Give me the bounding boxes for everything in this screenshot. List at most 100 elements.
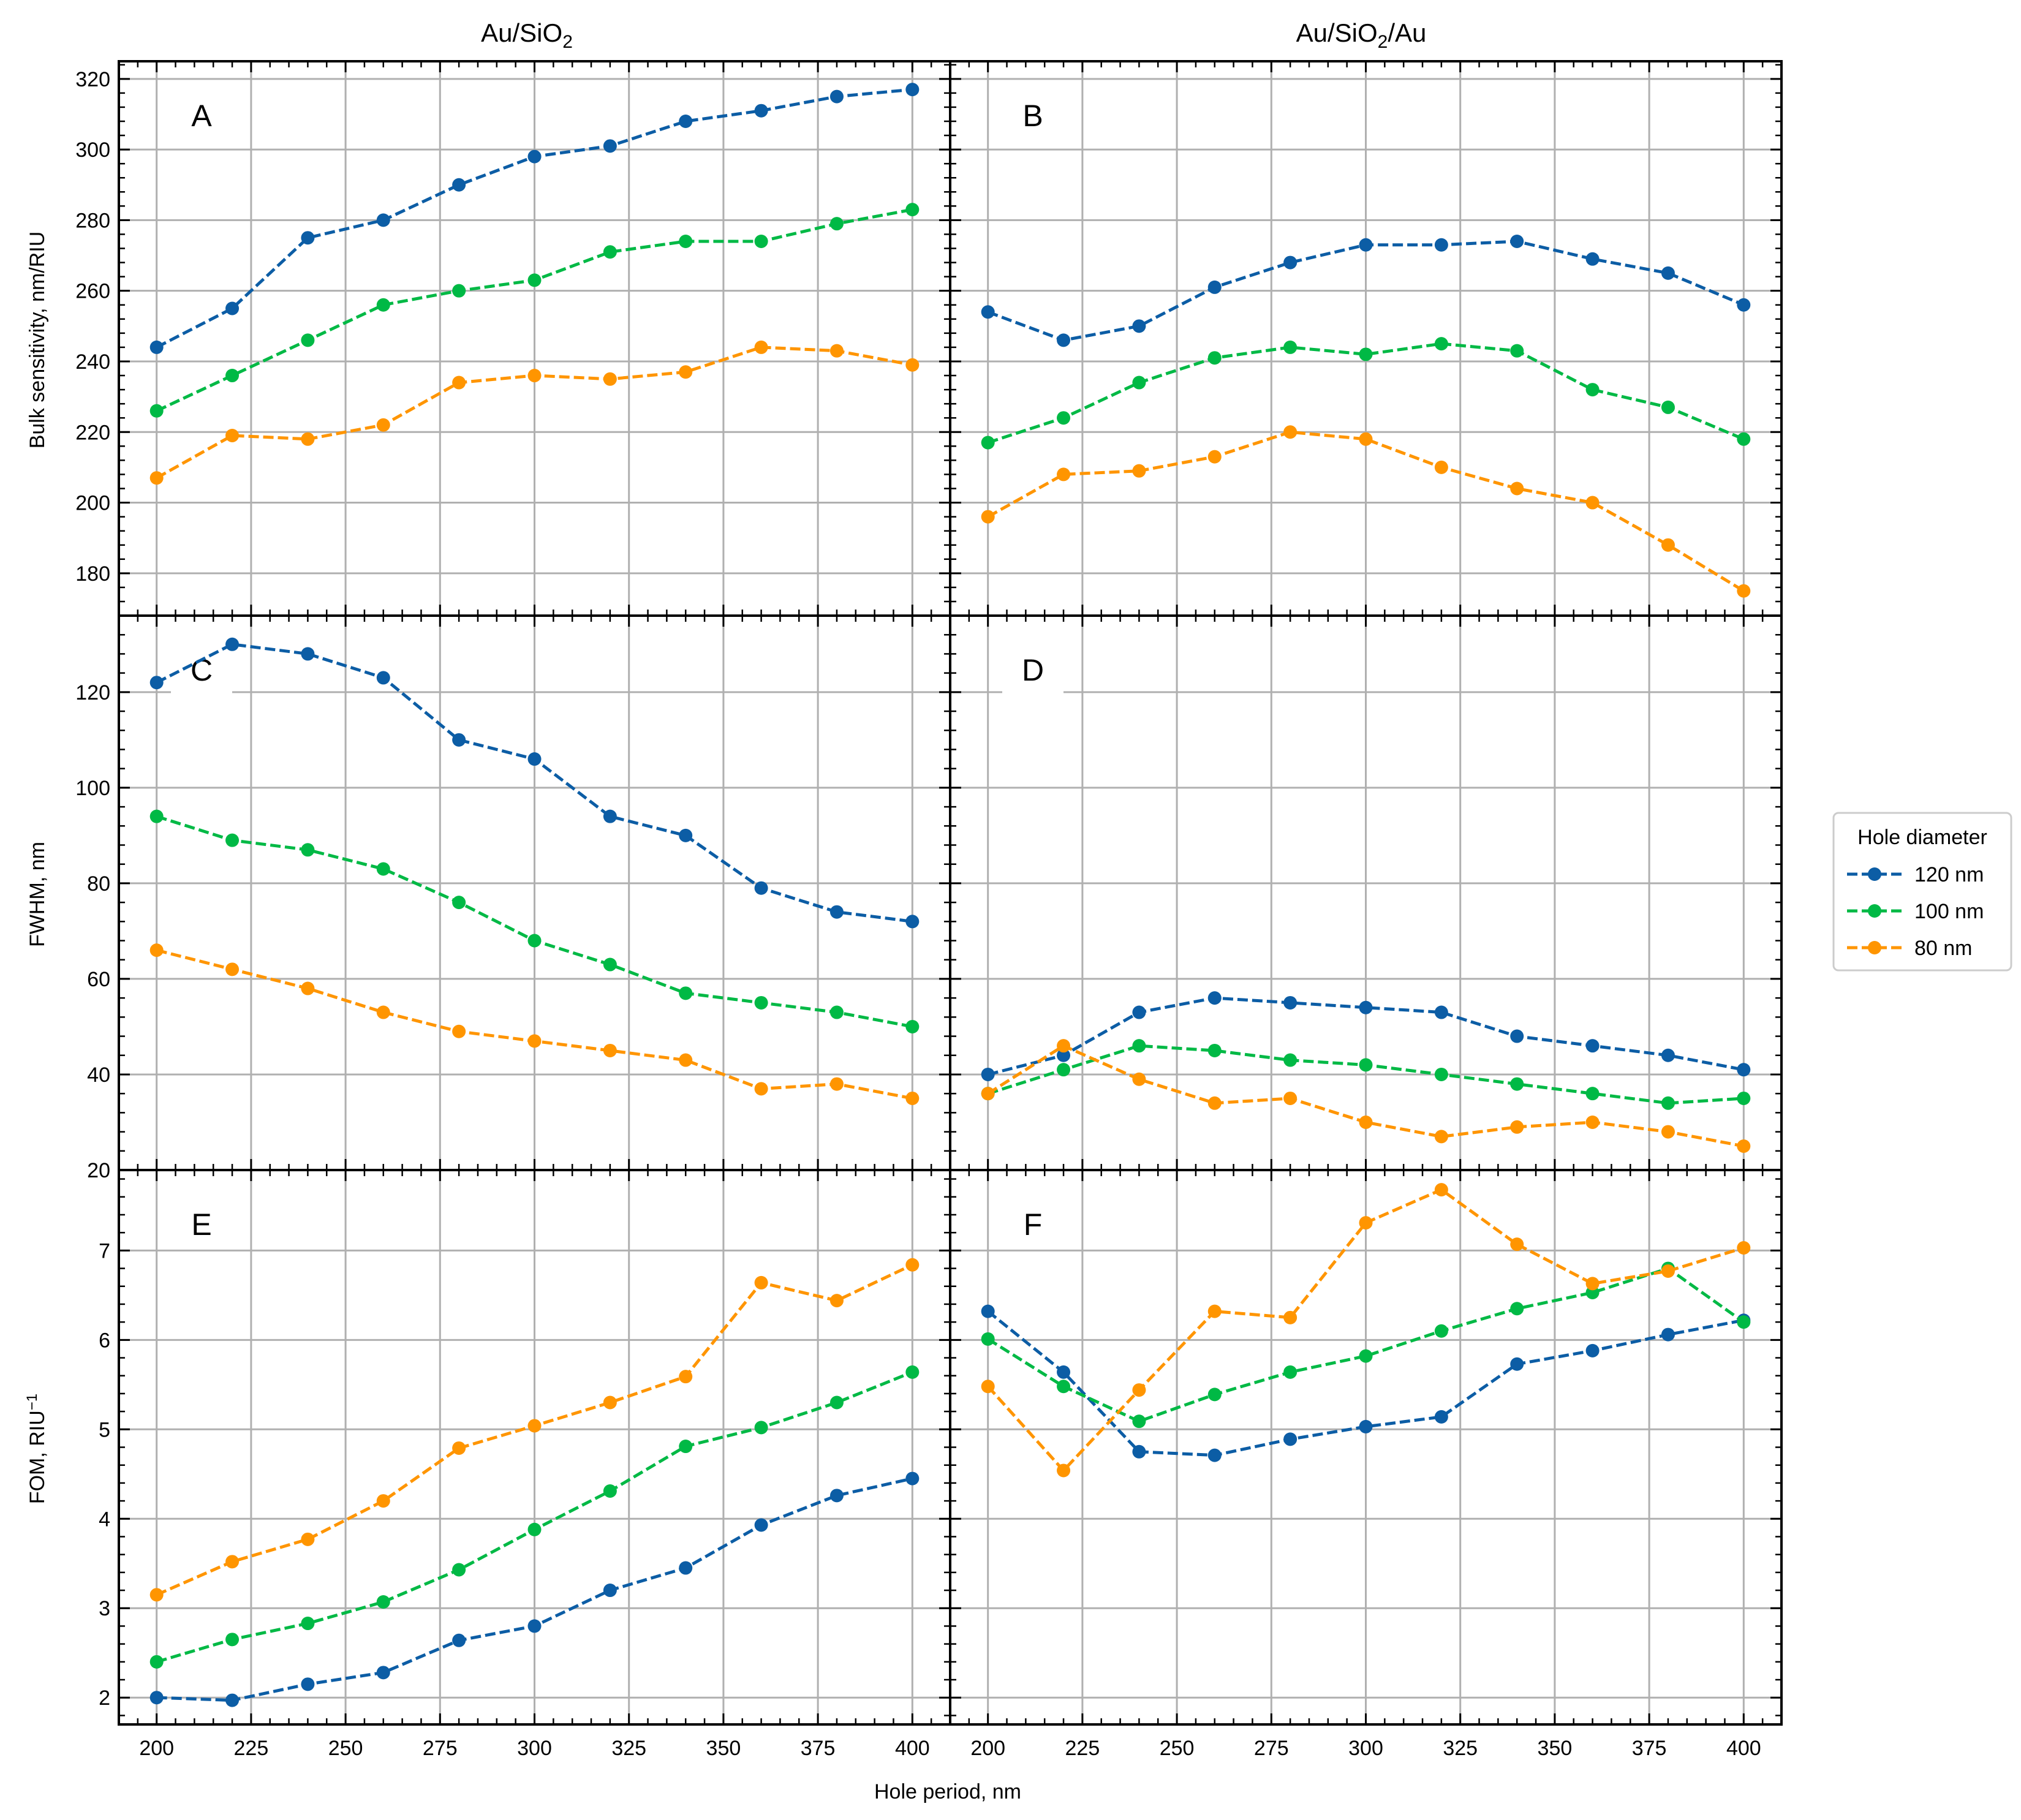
legend-item-100nm: 100 nm — [1847, 900, 1984, 923]
tick-label-y: 240 — [75, 350, 110, 374]
data-point — [1737, 1091, 1751, 1105]
data-point — [1132, 1383, 1146, 1397]
data-point — [603, 809, 617, 823]
data-point — [1510, 481, 1524, 496]
data-point — [1585, 1087, 1600, 1101]
data-point — [754, 1518, 768, 1532]
data-point — [301, 333, 315, 347]
data-point — [829, 1395, 844, 1410]
tick-label-x: 375 — [1632, 1737, 1667, 1760]
data-point — [1510, 1302, 1524, 1316]
data-point — [1737, 1063, 1751, 1077]
legend-label-120nm: 120 nm — [1914, 863, 1984, 886]
data-point — [1359, 238, 1373, 252]
data-point — [1510, 1357, 1524, 1371]
tick-label-y: 200 — [75, 492, 110, 515]
data-point — [679, 234, 693, 248]
data-point — [1207, 991, 1222, 1005]
tick-label-x: 350 — [706, 1737, 741, 1760]
data-point — [1434, 337, 1448, 351]
data-point — [1661, 400, 1675, 414]
tick-label-x: 325 — [1443, 1737, 1478, 1760]
data-point — [1585, 383, 1600, 397]
data-point — [754, 340, 768, 354]
data-point — [1132, 319, 1146, 333]
data-point — [754, 234, 768, 248]
tick-label-y: 300 — [75, 138, 110, 162]
data-point — [1585, 1115, 1600, 1129]
data-point — [376, 671, 390, 685]
data-point — [1510, 1237, 1524, 1252]
data-point — [829, 1077, 844, 1091]
data-point — [1434, 1324, 1448, 1338]
tick-label-x: 225 — [234, 1737, 269, 1760]
tick-label-x: 300 — [517, 1737, 552, 1760]
data-point — [1132, 1414, 1146, 1429]
series-line-100nm — [987, 1267, 1745, 1423]
data-point — [829, 905, 844, 919]
data-point — [1283, 340, 1298, 354]
panel-letter-f: F — [1024, 1207, 1043, 1242]
data-point — [829, 89, 844, 104]
data-point — [149, 809, 164, 823]
data-point — [905, 83, 920, 97]
data-point — [905, 1258, 920, 1272]
data-point — [149, 1588, 164, 1602]
panel-a: A 180 200 220 240 260 280 300 320 — [75, 60, 951, 617]
data-point — [603, 1043, 617, 1057]
data-point — [1057, 1365, 1071, 1379]
tick-label-x: 400 — [895, 1737, 930, 1760]
data-point — [1207, 1096, 1222, 1110]
tick-label-x: 275 — [1254, 1737, 1289, 1760]
data-point — [905, 203, 920, 217]
tick-label-y: 100 — [75, 777, 110, 800]
tick-label-y: 20 — [87, 1159, 110, 1182]
data-point — [1132, 1039, 1146, 1053]
data-point — [981, 436, 995, 450]
data-point — [981, 1087, 995, 1101]
data-point — [225, 1633, 240, 1647]
data-point — [679, 1370, 693, 1384]
panel-letter-background — [1002, 1204, 1063, 1248]
data-point — [301, 231, 315, 245]
data-point — [225, 962, 240, 976]
data-point — [1661, 1096, 1675, 1110]
series-line-120nm — [988, 996, 1744, 1076]
data-point — [1207, 1043, 1222, 1057]
data-point — [225, 833, 240, 847]
data-point — [1283, 1432, 1298, 1446]
series-line-100nm — [987, 342, 1745, 444]
data-point — [1585, 1277, 1600, 1291]
data-point — [981, 1067, 995, 1081]
data-point — [1132, 1072, 1146, 1086]
data-point — [829, 344, 844, 358]
data-point — [225, 637, 240, 651]
data-point — [981, 1304, 995, 1318]
data-point — [376, 213, 390, 227]
data-point — [1359, 1115, 1373, 1129]
data-point — [905, 1019, 920, 1033]
data-point — [981, 1380, 995, 1394]
data-point — [1132, 464, 1146, 478]
data-point — [452, 1441, 466, 1455]
data-point — [527, 1034, 542, 1048]
legend-item-80nm: 80 nm — [1847, 937, 1973, 960]
series-line-80nm — [987, 430, 1745, 592]
data-point — [679, 986, 693, 1000]
tick-label-y: 120 — [75, 681, 110, 704]
data-point — [1283, 1091, 1298, 1105]
data-point — [1434, 1067, 1448, 1081]
legend: Hole diameter 120 nm 100 nm 80 nm — [1832, 812, 2012, 972]
data-point — [1585, 496, 1600, 510]
data-point — [376, 1494, 390, 1508]
series-group — [981, 234, 1751, 598]
tick-label-x: 400 — [1726, 1737, 1761, 1760]
data-point — [376, 862, 390, 876]
data-point — [527, 1522, 542, 1536]
data-point — [1737, 1139, 1751, 1153]
data-point — [1661, 538, 1675, 552]
data-point — [376, 1005, 390, 1019]
series-group — [149, 637, 920, 1105]
tick-label-y: 6 — [99, 1329, 110, 1352]
series-group — [981, 991, 1751, 1153]
